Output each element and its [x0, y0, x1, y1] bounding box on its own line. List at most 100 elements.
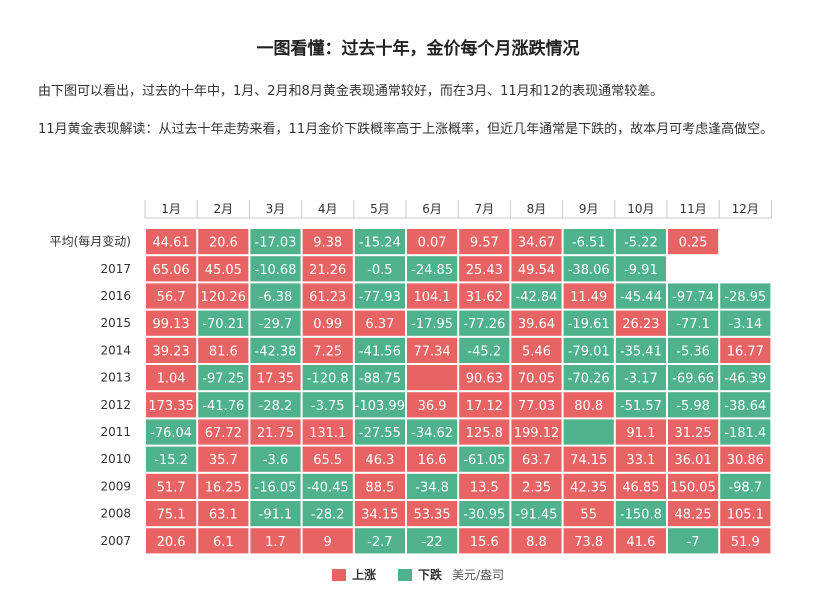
row-label: 2008: [100, 507, 131, 521]
cell-value: -45.44: [620, 290, 662, 305]
cell-value: 44.61: [152, 236, 189, 251]
heatmap-cell: [302, 256, 353, 282]
heatmap-cell: [615, 256, 666, 282]
heatmap-cell: [146, 392, 197, 418]
heatmap-cell: [407, 337, 458, 363]
cell-value: 125.8: [466, 426, 503, 441]
cell-value: 39.23: [152, 344, 189, 359]
cell-value: -19.61: [568, 317, 610, 332]
column-label: 4月: [318, 202, 338, 216]
cell-value: -97.74: [672, 290, 714, 305]
cell-value: 80.8: [574, 399, 603, 414]
cell-value: -98.7: [728, 480, 762, 495]
heatmap-cell: [146, 528, 197, 554]
cell-value: 42.35: [570, 480, 607, 495]
heatmap-cell: [250, 392, 301, 418]
heatmap-cell: [198, 337, 249, 363]
heatmap-cell: [146, 256, 197, 282]
legend: 上涨 下跌 美元/盎司: [0, 566, 836, 583]
cell-value: -42.38: [255, 344, 297, 359]
heatmap-cell: [615, 446, 666, 472]
row-label: 2009: [100, 479, 131, 493]
cell-value: 0.07: [418, 236, 447, 251]
cell-value: -16.05: [255, 480, 297, 495]
heatmap-cell: [407, 392, 458, 418]
cell-value: -6.38: [259, 290, 293, 305]
cell-value: -7: [687, 535, 700, 550]
cell-value: 0.25: [679, 236, 708, 251]
cell-value: -181.4: [724, 426, 766, 441]
cell-value: 48.25: [674, 508, 711, 523]
cell-value: 51.7: [157, 480, 186, 495]
cell-value: -17.03: [255, 236, 297, 251]
cell-value: 36.9: [418, 399, 447, 414]
cell-value: -2.7: [367, 535, 392, 550]
heatmap-cell: [511, 337, 562, 363]
cell-value: 173.35: [148, 399, 194, 414]
heatmap-cell: [354, 229, 405, 255]
cell-value: 11.49: [570, 290, 607, 305]
heatmap-cell: [720, 310, 771, 336]
cell-value: -3.75: [311, 399, 345, 414]
cell-value: 26.23: [622, 317, 659, 332]
heatmap-cell: [563, 473, 614, 499]
cell-value: -35.41: [620, 344, 662, 359]
heatmap-cell: [354, 365, 405, 391]
heatmap-cell: [615, 283, 666, 309]
heatmap-cell: [407, 283, 458, 309]
heatmap-cell: [146, 419, 197, 445]
heatmap-cell: [198, 365, 249, 391]
cell-value: 0.99: [313, 317, 342, 332]
row-label: 平均(每月变动): [50, 234, 131, 249]
cell-value: -70.26: [568, 372, 610, 387]
heatmap-cell: [563, 446, 614, 472]
cell-value: 46.3: [365, 453, 394, 468]
intro-text: 由下图可以看出，过去的十年中，1月、2月和8月黄金表现通常较好，而在3月、11月…: [38, 84, 664, 99]
cell-value: -28.2: [259, 399, 293, 414]
cell-value: -61.05: [463, 453, 505, 468]
heatmap-cell: [615, 365, 666, 391]
cell-value: 36.01: [674, 453, 711, 468]
heatmap-cell: [615, 528, 666, 554]
row-label: 2010: [100, 452, 131, 466]
cell-value: 120.26: [201, 290, 247, 305]
cell-value: 61.23: [309, 290, 346, 305]
heatmap-cell: [459, 392, 510, 418]
heatmap-cell: [720, 501, 771, 527]
cell-value: 9.38: [313, 236, 342, 251]
heatmap-cell: [407, 229, 458, 255]
cell-value: 1.04: [157, 372, 186, 387]
heatmap-cell: [407, 365, 458, 391]
heatmap-cell: [146, 446, 197, 472]
row-label: 2014: [100, 343, 131, 357]
heatmap-cell: [302, 419, 353, 445]
heatmap-cell: [615, 229, 666, 255]
heatmap-cell: [302, 337, 353, 363]
cell-value: 20.6: [209, 236, 238, 251]
heatmap-cell: [354, 337, 405, 363]
heatmap-cell: [250, 365, 301, 391]
heatmap-cell: [563, 337, 614, 363]
heatmap-cell: [354, 419, 405, 445]
column-label: 7月: [474, 202, 494, 216]
heatmap-cell: [354, 392, 405, 418]
heatmap-cell: [250, 283, 301, 309]
heatmap-cell: [146, 283, 197, 309]
column-label: 9月: [579, 202, 599, 216]
column-label: 8月: [527, 202, 547, 216]
cell-value: -38.06: [568, 263, 610, 278]
cell-value: -41.56: [359, 344, 401, 359]
heatmap-cell: [511, 446, 562, 472]
heatmap-cell: [459, 528, 510, 554]
cell-value: -22: [421, 535, 442, 550]
cell-value: -3.14: [728, 317, 762, 332]
cell-value: 65.5: [313, 453, 342, 468]
cell-value: -41.76: [202, 399, 244, 414]
column-label: 10月: [627, 202, 654, 216]
cell-value: 88.5: [365, 480, 394, 495]
cell-value: -38.64: [724, 399, 766, 414]
heatmap-cell: [250, 337, 301, 363]
heatmap-cell: [302, 501, 353, 527]
heatmap-cell: [720, 283, 771, 309]
cell-value: -28.95: [724, 290, 766, 305]
